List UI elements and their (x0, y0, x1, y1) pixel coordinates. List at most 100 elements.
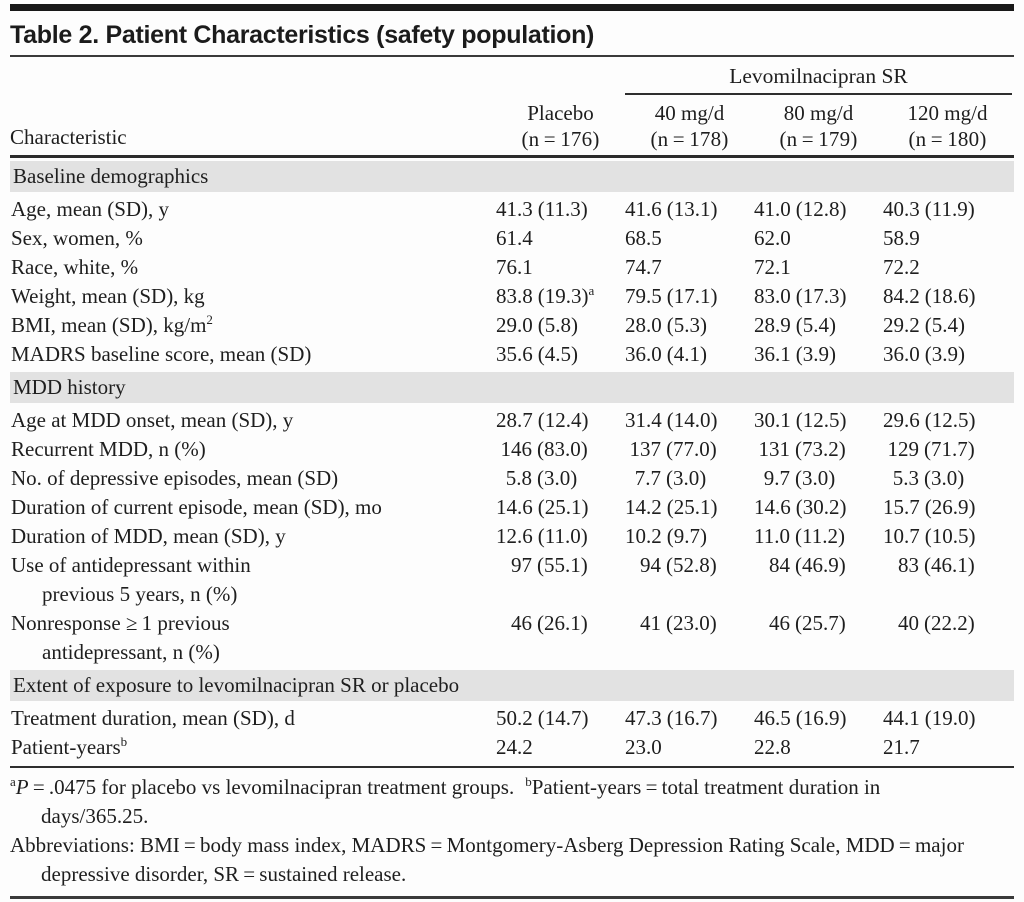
cell-main-value: 22.8 (754, 735, 791, 759)
table-row: Patient-yearsb 24.2 23.0 22.8 21.7 (10, 733, 1014, 762)
data-cell: 50.2 (14.7) (496, 704, 625, 733)
row-label-line1: Patient-yearsb (11, 733, 496, 762)
column-header-80mg: 80 mg/d (n = 179) (754, 98, 883, 152)
cell-main-value: 28.7 (496, 408, 533, 432)
cell-main-value: 41.3 (496, 197, 533, 221)
data-cell: 22.8 (754, 733, 883, 762)
cell-main-value: 46.5 (754, 706, 791, 730)
row-label: Nonresponse ≥ 1 previous antidepressant, … (10, 609, 496, 667)
table-row: Treatment duration, mean (SD), d 50.2 (14.… (10, 704, 1014, 733)
cell-sd-value: (16.7) (666, 706, 718, 730)
row-label-text: No. of depressive episodes, mean (SD) (11, 466, 339, 490)
data-cell: 14.6 (30.2) (754, 493, 883, 522)
data-cell: 84 (46.9) (754, 551, 883, 609)
data-cell: 131 (73.2) (754, 435, 883, 464)
row-label-line1: Duration of MDD, mean (SD), y (11, 522, 496, 551)
data-cell: 36.0 (4.1) (625, 340, 754, 369)
data-cell: 9.7 (3.0) (754, 464, 883, 493)
cell-main-value: 10.2 (625, 524, 662, 548)
data-cell: 5.8 (3.0) (496, 464, 625, 493)
row-label: Patient-yearsb (10, 733, 496, 762)
cell-sd-value: (9.7) (666, 524, 707, 548)
cell-main-value: 72.1 (754, 255, 791, 279)
row-label-line1: BMI, mean (SD), kg/m2 (11, 311, 496, 340)
cell-main-value: 40 (898, 611, 919, 635)
data-cell: 94 (52.8) (625, 551, 754, 609)
cell-main-value: 41.6 (625, 197, 662, 221)
row-label-line1: Recurrent MDD, n (%) (11, 435, 496, 464)
data-cell: 29.6 (12.5) (883, 406, 1012, 435)
cell-main-value: 36.1 (754, 342, 791, 366)
cell-sd-value: (12.4) (537, 408, 589, 432)
data-cell: 146 (83.0) (496, 435, 625, 464)
cell-main-value: 31.4 (625, 408, 662, 432)
data-cell: 5.3 (3.0) (883, 464, 1012, 493)
cell-main-value: 21.7 (883, 735, 920, 759)
table-row: Duration of current episode, mean (SD), … (10, 493, 1014, 522)
cell-main-value: 97 (511, 553, 532, 577)
cell-sd-value: (19.3) (537, 284, 589, 308)
data-cell: 29.0 (5.8) (496, 311, 625, 340)
row-label-line1: Race, white, % (11, 253, 496, 282)
cell-sd-value: (55.1) (537, 553, 588, 577)
table-row: Sex, women, % 61.4 68.5 62.0 58.9 (10, 224, 1014, 253)
cell-main-value: 28.0 (625, 313, 662, 337)
row-label-text: Duration of MDD, mean (SD), y (11, 524, 286, 548)
cell-sd-value: (23.0) (666, 611, 717, 635)
column-header-n: (n = 179) (779, 127, 858, 151)
row-label-text: Patient-years (11, 735, 121, 759)
cell-sd-value: (11.0) (537, 524, 588, 548)
row-label-line1: Age at MDD onset, mean (SD), y (11, 406, 496, 435)
table-row: Recurrent MDD, n (%) 146 (83.0) 137 (77.0) 13… (10, 435, 1014, 464)
data-cell: 129 (71.7) (883, 435, 1012, 464)
cell-sd-value: (46.9) (795, 553, 846, 577)
cell-sd-value: (5.8) (537, 313, 578, 337)
data-cell: 41.3 (11.3) (496, 195, 625, 224)
column-header-line1: 80 mg/d (783, 101, 854, 125)
data-cell: 29.2 (5.4) (883, 311, 1012, 340)
column-header-40mg: 40 mg/d (n = 178) (625, 98, 754, 152)
data-cell: 72.1 (754, 253, 883, 282)
cell-main-value: 41.0 (754, 197, 791, 221)
cell-main-value: 12.6 (496, 524, 533, 548)
cell-sd-value: (26.9) (924, 495, 976, 519)
footnote-a-marker: a (10, 774, 16, 789)
row-label-superscript: b (120, 734, 128, 749)
cell-main-value: 74.7 (625, 255, 662, 279)
data-cell: 30.1 (12.5) (754, 406, 883, 435)
cell-main-value: 29.2 (883, 313, 920, 337)
cell-main-value: 84 (769, 553, 790, 577)
data-cell: 137 (77.0) (625, 435, 754, 464)
column-header-120mg: 120 mg/d (n = 180) (883, 98, 1012, 152)
table-row: Use of antidepressant within previous 5 y… (10, 551, 1014, 609)
cell-sd-value: (3.9) (795, 342, 836, 366)
table-row: Nonresponse ≥ 1 previous antidepressant, … (10, 609, 1014, 667)
footnote-a-pvalue-symbol: P (15, 775, 29, 799)
row-label-line1: No. of depressive episodes, mean (SD) (11, 464, 496, 493)
column-header-characteristic: Characteristic (10, 125, 127, 149)
row-label-line1: Treatment duration, mean (SD), d (11, 704, 496, 733)
data-cell: 14.2 (25.1) (625, 493, 754, 522)
cell-main-value: 68.5 (625, 226, 662, 250)
row-label-text: BMI, mean (SD), kg/m (11, 313, 207, 337)
row-label-text: Nonresponse ≥ 1 previous (11, 611, 230, 635)
table-title: Table 2. Patient Characteristics (safety… (10, 21, 595, 49)
data-cell: 46.5 (16.9) (754, 704, 883, 733)
cell-sd-value: (25.1) (537, 495, 589, 519)
cell-sd-value: (3.0) (795, 466, 836, 490)
data-cell: 35.6 (4.5) (496, 340, 625, 369)
data-cell: 74.7 (625, 253, 754, 282)
cell-sd-value: (10.5) (924, 524, 976, 548)
cell-main-value: 29.0 (496, 313, 533, 337)
data-cell: 10.2 (9.7) (625, 522, 754, 551)
section-heading: Baseline demographics (10, 161, 1014, 192)
cell-sd-value: (46.1) (924, 553, 975, 577)
cell-sd-value: (5.3) (666, 313, 707, 337)
cell-sd-value: (13.1) (666, 197, 718, 221)
cell-main-value: 62.0 (754, 226, 791, 250)
row-label-line1: Use of antidepressant within (11, 551, 496, 580)
cell-sd-value: (4.1) (666, 342, 707, 366)
table-row: Race, white, % 76.1 74.7 72.1 72.2 (10, 253, 1014, 282)
column-header-n: (n = 176) (521, 127, 600, 151)
cell-main-value: 146 (500, 437, 533, 461)
